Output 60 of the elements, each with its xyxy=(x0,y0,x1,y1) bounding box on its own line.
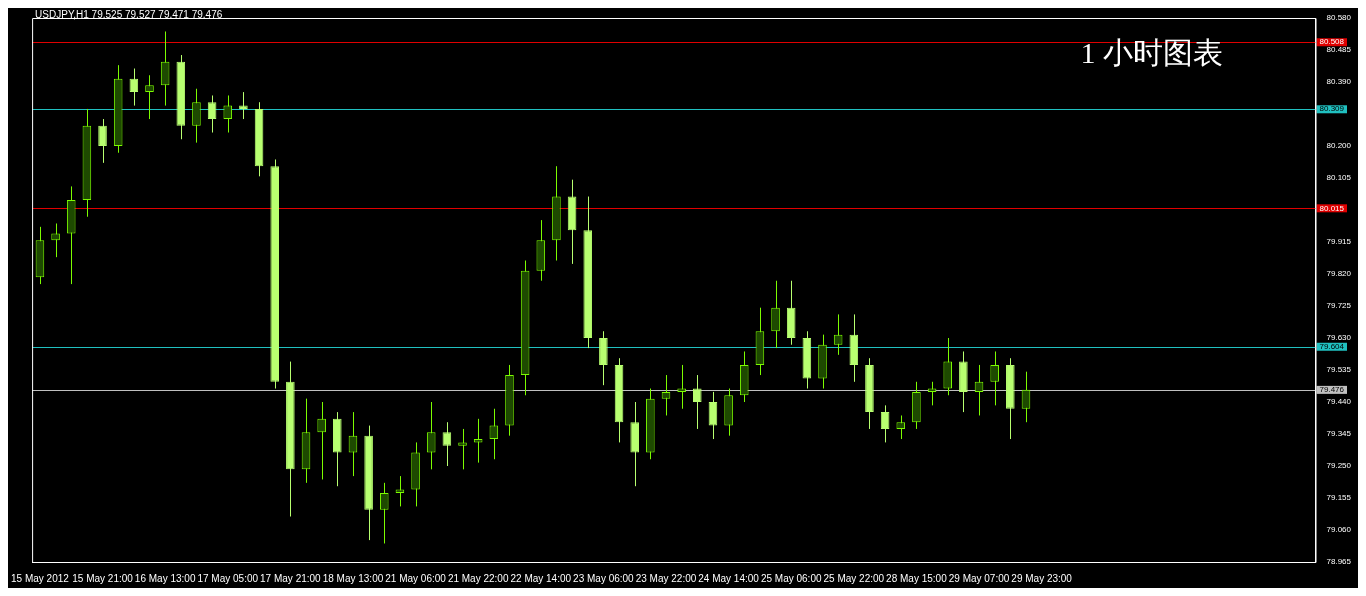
x-tick-label: 16 May 13:00 xyxy=(134,572,196,584)
y-tick-label: 79.155 xyxy=(1326,493,1352,503)
x-tick-label: 18 May 13:00 xyxy=(322,572,384,584)
candlestick xyxy=(317,401,326,480)
candlestick xyxy=(896,414,906,440)
candlestick xyxy=(661,374,671,416)
candlestick xyxy=(207,94,217,134)
y-tick-label: 79.440 xyxy=(1326,397,1352,407)
x-tick-label: 15 May 2012 xyxy=(11,572,70,584)
x-tick-label: 25 May 22:00 xyxy=(823,572,885,584)
y-tick-label: 80.485 xyxy=(1326,45,1352,55)
x-tick-label: 29 May 07:00 xyxy=(948,572,1010,584)
candlestick xyxy=(348,411,358,477)
x-tick-label: 17 May 05:00 xyxy=(197,572,259,584)
candlestick xyxy=(145,74,154,120)
candlestick xyxy=(880,404,890,443)
candlestick xyxy=(771,280,780,349)
annotation: 1 小时图表 xyxy=(1080,35,1224,69)
ref-line-label: 79.476 xyxy=(1319,385,1345,395)
candlestick xyxy=(192,88,201,144)
y-tick-label: 78.965 xyxy=(1326,557,1352,567)
y-tick-label: 79.630 xyxy=(1326,333,1352,343)
candlestick xyxy=(1021,371,1031,423)
x-tick-label: 23 May 22:00 xyxy=(635,572,697,584)
y-tick-label: 80.390 xyxy=(1326,77,1352,87)
y-tick-label: 80.580 xyxy=(1326,13,1352,23)
y-tick-label: 79.535 xyxy=(1326,365,1352,375)
y-tick-label: 79.915 xyxy=(1326,237,1352,247)
candlestick xyxy=(379,482,389,544)
candlestick xyxy=(990,350,999,406)
candlestick xyxy=(98,118,107,164)
x-tick-label: 22 May 14:00 xyxy=(510,572,572,584)
y-tick-label: 79.250 xyxy=(1326,461,1352,471)
y-tick-label: 80.200 xyxy=(1326,141,1352,151)
y-tick-label: 79.345 xyxy=(1326,429,1352,439)
x-tick-label: 21 May 22:00 xyxy=(447,572,509,584)
x-tick-label: 24 May 14:00 xyxy=(698,572,760,584)
chart-title: USDJPY,H1 79.525 79.527 79.471 79.476 xyxy=(35,8,223,20)
y-tick-label: 80.105 xyxy=(1326,173,1352,183)
candlestick xyxy=(442,421,452,467)
candlestick xyxy=(426,401,436,470)
x-tick-label: 17 May 21:00 xyxy=(260,572,322,584)
x-tick-label: 15 May 21:00 xyxy=(72,572,134,584)
candlestick xyxy=(458,428,467,470)
y-tick-label: 79.725 xyxy=(1326,301,1352,311)
y-tick-label: 79.820 xyxy=(1326,269,1352,279)
x-tick-label: 29 May 23:00 xyxy=(1011,572,1073,584)
ref-line-label: 80.015 xyxy=(1319,203,1345,213)
candlestick xyxy=(51,222,60,258)
y-tick-label: 79.060 xyxy=(1326,525,1352,535)
candlestick xyxy=(692,374,702,430)
candlestick xyxy=(223,94,233,134)
ref-line-label: 79.604 xyxy=(1319,341,1345,351)
ref-line-label: 80.309 xyxy=(1319,104,1345,114)
candlestick xyxy=(708,391,718,440)
x-tick-label: 21 May 06:00 xyxy=(385,572,447,584)
x-tick-label: 25 May 06:00 xyxy=(760,572,822,584)
ref-line-label: 80.508 xyxy=(1319,37,1345,47)
x-tick-label: 23 May 06:00 xyxy=(573,572,635,584)
x-tick-label: 28 May 15:00 xyxy=(886,572,948,584)
